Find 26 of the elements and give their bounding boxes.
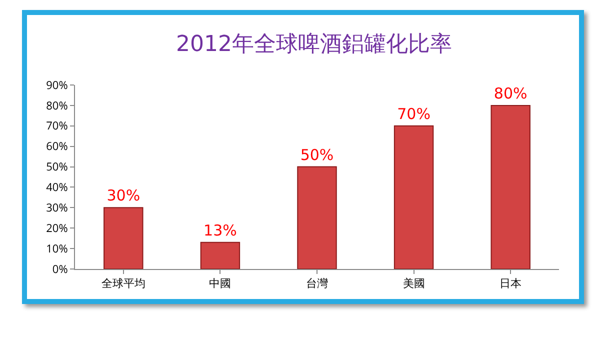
data-label: 50%: [300, 146, 334, 164]
bar: [297, 166, 337, 269]
y-tick-label: 40%: [46, 180, 68, 196]
y-tick-label: 30%: [46, 200, 68, 216]
bar: [200, 242, 240, 269]
bar: [394, 125, 434, 269]
bar: [104, 207, 144, 269]
data-label: 70%: [397, 104, 430, 123]
x-tick-label: 美國: [402, 276, 425, 292]
y-tick-label: 20%: [46, 220, 68, 236]
bar: [490, 104, 530, 269]
y-tick-label: 0%: [52, 262, 68, 277]
data-label: 13%: [204, 221, 237, 240]
x-tick-label: 全球平均: [101, 276, 146, 292]
chart-title: 2012年全球啤酒鋁罐化比率: [176, 32, 452, 58]
x-tick-label: 中國: [209, 276, 232, 292]
y-tick-label: 90%: [46, 78, 68, 93]
data-label: 80%: [494, 84, 528, 102]
y-tick-label: 60%: [46, 139, 68, 154]
y-tick-label: 10%: [46, 241, 68, 256]
y-tick-label: 50%: [46, 160, 68, 175]
x-tick-label: 日本: [500, 276, 522, 292]
x-tick-label: 台灣: [306, 276, 328, 292]
y-tick-label: 80%: [46, 98, 68, 114]
y-tick-label: 70%: [46, 118, 68, 134]
data-label: 30%: [106, 186, 140, 205]
